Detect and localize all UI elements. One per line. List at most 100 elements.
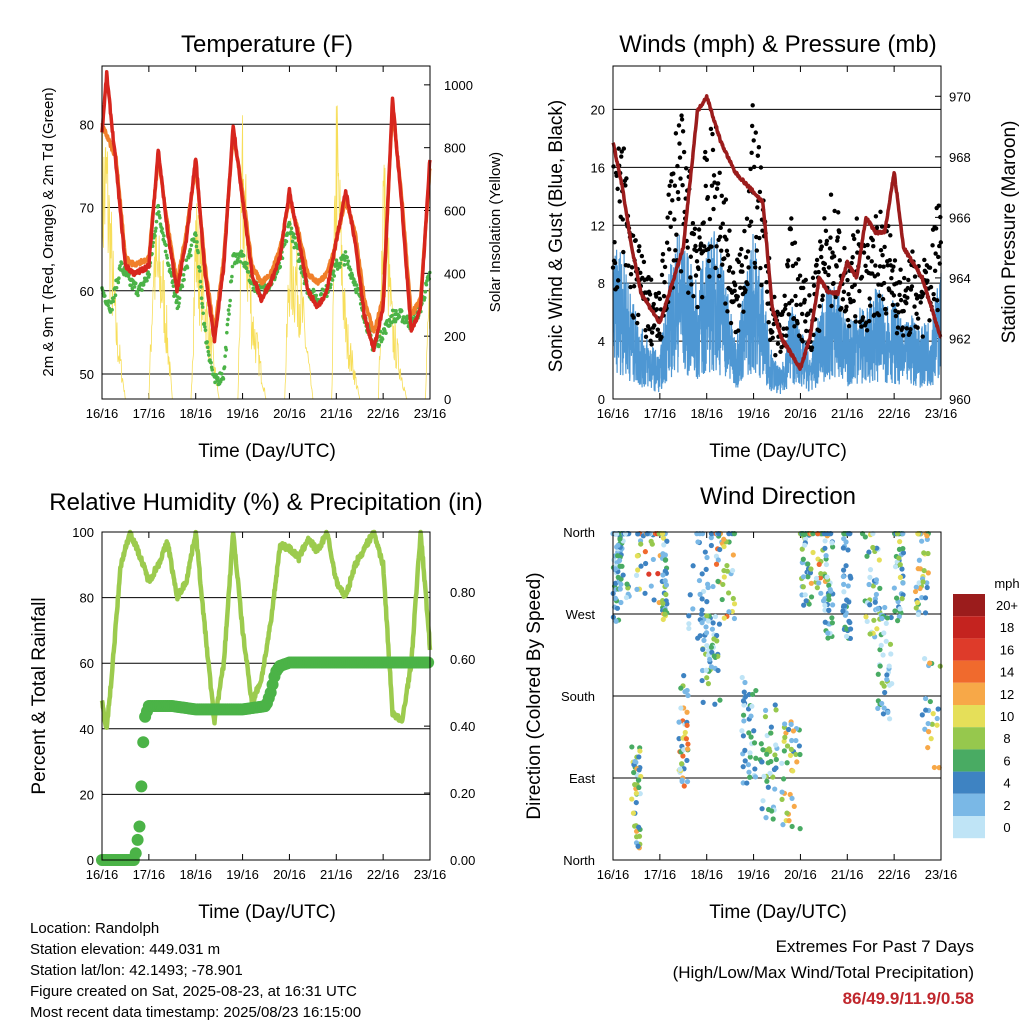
direction-point <box>926 729 932 735</box>
gust-point <box>906 277 911 283</box>
gust-point <box>660 258 665 263</box>
gust-point <box>751 138 756 143</box>
gust-point <box>745 281 750 287</box>
direction-point <box>749 691 756 698</box>
direction-point <box>847 635 853 642</box>
gust-point <box>889 275 894 281</box>
direction-point <box>840 573 846 580</box>
direction-point <box>875 671 881 677</box>
gust-point <box>748 219 754 224</box>
direction-point <box>829 615 835 621</box>
gust-point <box>631 284 637 289</box>
direction-point <box>660 572 666 578</box>
gust-point <box>649 330 655 335</box>
direction-point <box>793 751 799 758</box>
temperature-xtick-label: 20/16 <box>273 406 306 421</box>
dewpoint-point <box>393 319 398 324</box>
direction-point <box>764 778 770 784</box>
gust-point <box>621 146 627 151</box>
gust-point <box>669 179 674 184</box>
direction-point <box>805 561 811 567</box>
direction-point <box>636 754 642 760</box>
direction-point <box>845 547 851 553</box>
gust-point <box>688 275 693 280</box>
winds-ytick-label-right: 964 <box>949 271 971 286</box>
direction-point <box>927 660 933 666</box>
gust-point <box>900 325 905 330</box>
dewpoint-point <box>200 305 205 309</box>
direction-point <box>828 588 834 594</box>
direction-point <box>772 752 778 758</box>
dewpoint-point <box>377 343 382 347</box>
direction-legend-swatch <box>953 638 985 661</box>
temperature-ytick-label-left: 80 <box>80 117 94 132</box>
humidity-plot-area: 0 20 40 60 80 100 0.00 0.20 0.40 0.60 0.80 16/16 17/… <box>72 525 475 882</box>
gust-point <box>629 265 635 270</box>
gust-point <box>702 244 707 249</box>
direction-point <box>786 818 792 824</box>
gust-point <box>766 319 771 325</box>
direction-point <box>870 544 876 551</box>
direction-point <box>896 613 902 620</box>
humidity-xtick-label: 18/16 <box>179 867 212 882</box>
direction-point <box>740 764 746 770</box>
direction-point <box>679 761 685 767</box>
direction-point <box>612 595 619 601</box>
gust-point <box>661 293 667 299</box>
direction-point <box>761 773 767 779</box>
direction-point <box>765 784 771 790</box>
gust-point <box>633 238 638 243</box>
gust-point <box>621 249 626 255</box>
gust-point <box>636 312 641 318</box>
direction-legend-label: 16 <box>1000 642 1014 657</box>
direction-legend-label: 14 <box>1000 665 1014 680</box>
gust-point <box>881 264 886 269</box>
direction-point <box>800 574 807 580</box>
direction-point <box>892 608 898 614</box>
direction-point <box>847 619 853 626</box>
gust-point <box>680 129 686 134</box>
direction-point <box>730 595 736 602</box>
dewpoint-point <box>174 298 179 303</box>
dewpoint-point <box>314 293 319 298</box>
dewpoint-point <box>422 296 427 300</box>
direction-point <box>799 546 805 552</box>
direction-point <box>615 553 621 559</box>
gust-point <box>710 147 716 153</box>
gust-point <box>760 228 765 233</box>
dewpoint-point <box>290 239 295 244</box>
direction-point <box>710 583 716 590</box>
gust-point <box>794 302 799 308</box>
gust-point <box>869 259 874 264</box>
gust-point <box>753 265 758 270</box>
gust-point <box>792 324 797 329</box>
direction-point <box>793 737 799 744</box>
humidity-title: Relative Humidity (%) & Precipitation (i… <box>49 489 482 516</box>
direction-point <box>704 554 710 561</box>
direction-point <box>613 618 619 624</box>
precip-point <box>133 820 146 833</box>
gust-point <box>706 258 712 264</box>
dewpoint-point <box>168 267 172 271</box>
gust-point <box>933 251 938 256</box>
direction-point <box>768 730 774 736</box>
gust-point <box>696 227 702 232</box>
dewpoint-point <box>140 288 144 292</box>
gust-point <box>727 228 732 233</box>
direction-point <box>785 726 792 733</box>
direction-point <box>880 652 886 658</box>
direction-point <box>751 728 757 734</box>
direction-legend-label: 6 <box>1003 753 1010 768</box>
direction-point <box>864 553 870 559</box>
direction-xtick-label: 20/16 <box>784 867 817 882</box>
gust-point <box>923 269 929 275</box>
gust-point <box>680 183 685 188</box>
dewpoint-point <box>238 259 243 264</box>
pressure-series <box>611 94 943 371</box>
direction-point <box>864 618 870 625</box>
direction-point <box>758 741 764 747</box>
direction-point <box>635 843 641 849</box>
gust-point <box>667 183 672 188</box>
direction-xtick-label: 21/16 <box>831 867 864 882</box>
direction-point <box>863 614 869 620</box>
